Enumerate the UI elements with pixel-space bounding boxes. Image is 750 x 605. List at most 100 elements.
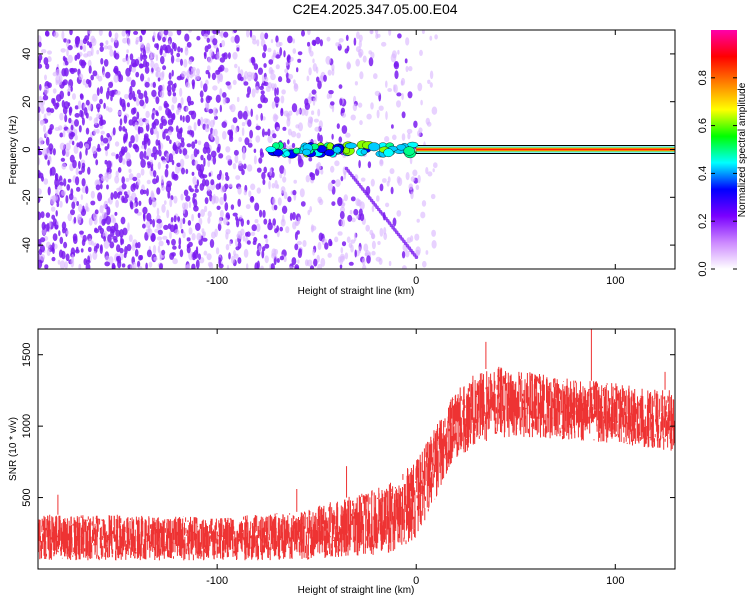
spectrogram-speckle	[91, 38, 97, 46]
spectrogram-speckle	[296, 132, 301, 139]
spectrogram-speckle	[215, 183, 221, 190]
spectrogram-speckle	[97, 75, 103, 82]
spectrogram-speckle	[297, 259, 300, 264]
spectrogram-speckle	[240, 233, 243, 240]
spectrogram-speckle	[143, 90, 148, 98]
spectrogram-speckle	[184, 154, 190, 159]
spectrogram-speckle	[268, 180, 271, 190]
spectrogram-speckle	[64, 114, 68, 123]
spectrogram-speckle	[96, 147, 102, 152]
spectrogram-speckle	[145, 61, 150, 68]
spectrogram-speckle	[189, 129, 193, 136]
spectrogram-speckle	[130, 79, 136, 88]
spectrogram-speckle	[132, 107, 137, 114]
spectrogram-speckle	[219, 88, 223, 97]
spectrogram-speckle	[177, 46, 181, 53]
spectrogram-speckle	[53, 195, 59, 201]
spectrogram-speckle	[312, 97, 316, 106]
spectrogram-speckle	[394, 70, 399, 80]
spectrogram-speckle	[279, 172, 283, 179]
spectrogram-speckle	[160, 56, 165, 65]
spectrogram-speckle	[103, 45, 109, 50]
spectrogram-speckle	[326, 36, 331, 42]
spectrogram-speckle	[187, 220, 192, 226]
spectrogram-speckle	[92, 93, 98, 102]
spectrogram-speckle	[85, 99, 90, 106]
spectrogram-speckle	[189, 188, 194, 193]
spectrogram-speckle	[148, 261, 153, 268]
spectrogram-speckle	[85, 263, 91, 269]
spectrogram-speckle	[78, 125, 82, 133]
spectrogram-speckle	[126, 76, 132, 82]
spectrogram-speckle	[52, 148, 56, 156]
spectrogram-speckle	[52, 242, 55, 250]
snr-ticks: -100 0 100 500 1000 1500	[21, 329, 675, 587]
spectrogram-speckle	[263, 218, 268, 225]
snr-xtick-label: 100	[606, 575, 624, 587]
spectrogram-speckle	[126, 102, 130, 108]
spectrogram-speckle	[80, 194, 84, 201]
spectrogram-speckle	[153, 152, 157, 161]
spectrogram-speckle	[196, 179, 199, 187]
spectrogram-speckle	[112, 127, 116, 136]
spectrogram-speckle	[68, 107, 72, 116]
spectrogram-speckle	[150, 60, 155, 69]
spectrogram-speckle	[340, 175, 344, 182]
spectrogram-speckle	[429, 35, 433, 41]
spectrogram-speckle	[39, 119, 46, 125]
spectrogram-speckle	[433, 162, 438, 169]
spectrogram-speckle	[245, 232, 249, 237]
spectrogram-speckle	[207, 216, 211, 224]
spectrogram-speckle	[46, 111, 52, 116]
spectrogram-speckle	[172, 150, 176, 156]
spectrogram-speckle	[153, 256, 158, 261]
spectrogram-speckle	[226, 264, 230, 269]
spectrogram-speckle	[203, 33, 209, 40]
spectrogram-speckle	[69, 68, 74, 73]
spectrogram-speckle	[156, 207, 160, 217]
spectrogram-speckle	[371, 240, 376, 250]
spectrogram-speckle	[99, 98, 103, 105]
spectrogram-speckle	[74, 105, 79, 110]
spectrogram-speckle	[147, 77, 150, 82]
spectrogram-speckle	[176, 30, 182, 36]
spectrogram-speckle	[401, 133, 406, 141]
spectrogram-speckle	[225, 172, 229, 177]
spectrogram-speckle	[228, 183, 233, 188]
spectrogram-speckle	[212, 118, 216, 126]
spectrogram-speckle	[381, 41, 387, 47]
spectrogram-speckle	[178, 237, 182, 246]
spectrogram-speckle	[136, 111, 140, 120]
spectrogram-speckle	[107, 172, 112, 180]
spectrogram-speckle	[200, 154, 204, 161]
spectrogram-speckle	[65, 38, 69, 48]
spectrogram-speckle	[175, 140, 180, 147]
spectrogram-ylabel: Frequency (Hz)	[8, 116, 19, 185]
spectrogram-speckle	[168, 72, 172, 80]
spectrogram-speckle	[140, 73, 145, 82]
spectrogram-speckle	[55, 210, 58, 217]
spectrogram-speckle	[110, 95, 113, 102]
spectrogram-speckle	[137, 126, 141, 135]
spectrogram-speckle	[146, 147, 152, 157]
spectrogram-speckle	[172, 144, 178, 151]
spectrogram-speckle	[300, 108, 306, 116]
spectrogram-speckle	[387, 88, 393, 92]
spectrogram-speckle	[340, 247, 344, 254]
spectrogram-speckle	[218, 217, 223, 225]
spectrogram-speckle	[264, 131, 268, 136]
spectrogram-speckle	[58, 184, 63, 191]
spectrogram-speckle	[204, 124, 210, 133]
spectrogram-speckle	[162, 131, 166, 140]
spectrogram-speckle	[61, 221, 67, 230]
spectrogram-speckle	[209, 239, 215, 248]
spectrogram-speckle	[52, 88, 57, 94]
spectrogram-speckle	[142, 223, 146, 229]
spectrogram-speckle	[85, 205, 89, 211]
spectrogram-speckle	[350, 239, 356, 244]
spectrogram-speckle	[83, 258, 88, 266]
spectrogram-speckle	[75, 36, 81, 42]
spectrogram-speckle	[152, 218, 156, 228]
spectrogram-speckle	[207, 261, 213, 268]
spectrogram-speckle	[171, 95, 178, 104]
